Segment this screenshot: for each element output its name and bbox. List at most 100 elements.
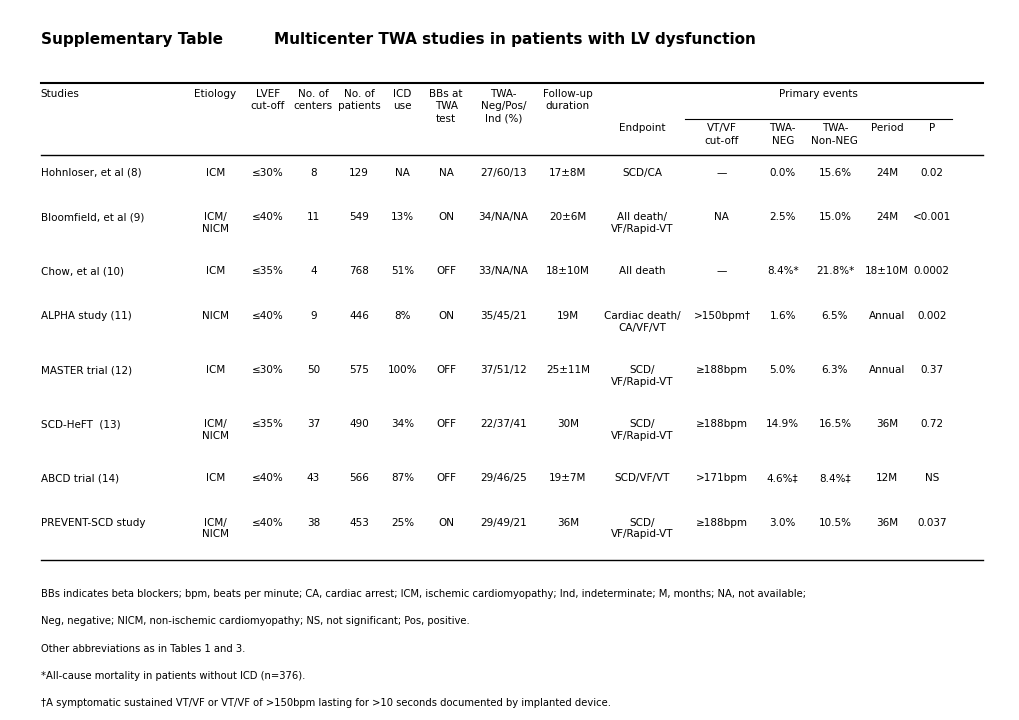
Text: 34%: 34% bbox=[390, 419, 414, 429]
Text: 566: 566 bbox=[348, 473, 369, 483]
Text: 19M: 19M bbox=[556, 311, 578, 321]
Text: 15.0%: 15.0% bbox=[817, 212, 851, 222]
Text: Bloomfield, et al (9): Bloomfield, et al (9) bbox=[41, 212, 144, 222]
Text: ICM/: ICM/ bbox=[204, 419, 226, 429]
Text: VF/Rapid-VT: VF/Rapid-VT bbox=[610, 377, 673, 387]
Text: TWA-: TWA- bbox=[821, 123, 848, 133]
Text: 0.37: 0.37 bbox=[919, 365, 943, 375]
Text: ALPHA study (11): ALPHA study (11) bbox=[41, 311, 131, 321]
Text: VF/Rapid-VT: VF/Rapid-VT bbox=[610, 224, 673, 234]
Text: 0.037: 0.037 bbox=[916, 518, 946, 528]
Text: 19±7M: 19±7M bbox=[548, 473, 586, 483]
Text: 549: 549 bbox=[348, 212, 369, 222]
Text: 36M: 36M bbox=[556, 518, 578, 528]
Text: 50: 50 bbox=[307, 365, 320, 375]
Text: 129: 129 bbox=[348, 168, 369, 178]
Text: 2.5%: 2.5% bbox=[768, 212, 795, 222]
Text: 0.0002: 0.0002 bbox=[913, 266, 949, 276]
Text: 25±11M: 25±11M bbox=[545, 365, 589, 375]
Text: patients: patients bbox=[337, 101, 380, 111]
Text: 29/49/21: 29/49/21 bbox=[480, 518, 526, 528]
Text: 30M: 30M bbox=[556, 419, 578, 429]
Text: ICM/: ICM/ bbox=[204, 212, 226, 222]
Text: 20±6M: 20±6M bbox=[548, 212, 586, 222]
Text: 8%: 8% bbox=[394, 311, 411, 321]
Text: Other abbreviations as in Tables 1 and 3.: Other abbreviations as in Tables 1 and 3… bbox=[41, 644, 245, 654]
Text: 575: 575 bbox=[348, 365, 369, 375]
Text: Studies: Studies bbox=[41, 89, 79, 99]
Text: PREVENT-SCD study: PREVENT-SCD study bbox=[41, 518, 145, 528]
Text: 0.72: 0.72 bbox=[919, 419, 943, 429]
Text: 8.4%‡: 8.4%‡ bbox=[818, 473, 850, 483]
Text: 8.4%*: 8.4%* bbox=[766, 266, 798, 276]
Text: 8: 8 bbox=[310, 168, 316, 178]
Text: —: — bbox=[716, 168, 727, 178]
Text: use: use bbox=[393, 101, 412, 111]
Text: ICM: ICM bbox=[206, 473, 225, 483]
Text: NEG: NEG bbox=[770, 136, 793, 146]
Text: 768: 768 bbox=[348, 266, 369, 276]
Text: ≤35%: ≤35% bbox=[252, 266, 283, 276]
Text: NS: NS bbox=[923, 473, 938, 483]
Text: OFF: OFF bbox=[436, 365, 455, 375]
Text: OFF: OFF bbox=[436, 473, 455, 483]
Text: 24M: 24M bbox=[875, 212, 898, 222]
Text: No. of: No. of bbox=[343, 89, 374, 99]
Text: NA: NA bbox=[438, 168, 453, 178]
Text: <0.001: <0.001 bbox=[912, 212, 950, 222]
Text: NICM: NICM bbox=[202, 431, 228, 441]
Text: 4: 4 bbox=[310, 266, 316, 276]
Text: SCD/: SCD/ bbox=[629, 518, 654, 528]
Text: ICM/: ICM/ bbox=[204, 518, 226, 528]
Text: SCD/: SCD/ bbox=[629, 365, 654, 375]
Text: 11: 11 bbox=[307, 212, 320, 222]
Text: Primary events: Primary events bbox=[779, 89, 857, 99]
Text: All death/: All death/ bbox=[616, 212, 666, 222]
Text: MASTER trial (12): MASTER trial (12) bbox=[41, 365, 131, 375]
Text: 5.0%: 5.0% bbox=[768, 365, 795, 375]
Text: 4.6%‡: 4.6%‡ bbox=[766, 473, 798, 483]
Text: 87%: 87% bbox=[390, 473, 414, 483]
Text: centers: centers bbox=[293, 101, 332, 111]
Text: *All-cause mortality in patients without ICD (n=376).: *All-cause mortality in patients without… bbox=[41, 671, 305, 681]
Text: Ind (%): Ind (%) bbox=[484, 114, 522, 124]
Text: 10.5%: 10.5% bbox=[817, 518, 851, 528]
Text: Neg, negative; NICM, non-ischemic cardiomyopathy; NS, not significant; Pos, posi: Neg, negative; NICM, non-ischemic cardio… bbox=[41, 616, 469, 626]
Text: SCD/CA: SCD/CA bbox=[622, 168, 661, 178]
Text: 37/51/12: 37/51/12 bbox=[480, 365, 526, 375]
Text: 36M: 36M bbox=[875, 419, 898, 429]
Text: 490: 490 bbox=[348, 419, 369, 429]
Text: cut-off: cut-off bbox=[704, 136, 739, 146]
Text: ON: ON bbox=[438, 212, 453, 222]
Text: 14.9%: 14.9% bbox=[765, 419, 799, 429]
Text: ≤40%: ≤40% bbox=[252, 212, 283, 222]
Text: ≤30%: ≤30% bbox=[252, 168, 283, 178]
Text: LVEF: LVEF bbox=[256, 89, 279, 99]
Text: Cardiac death/: Cardiac death/ bbox=[603, 311, 680, 321]
Text: VT/VF: VT/VF bbox=[706, 123, 736, 133]
Text: NA: NA bbox=[394, 168, 410, 178]
Text: NICM: NICM bbox=[202, 224, 228, 234]
Text: 100%: 100% bbox=[387, 365, 417, 375]
Text: ≥188bpm: ≥188bpm bbox=[695, 365, 747, 375]
Text: 446: 446 bbox=[348, 311, 369, 321]
Text: test: test bbox=[435, 114, 455, 124]
Text: TWA: TWA bbox=[434, 101, 458, 111]
Text: TWA-: TWA- bbox=[490, 89, 517, 99]
Text: ≥188bpm: ≥188bpm bbox=[695, 518, 747, 528]
Text: 9: 9 bbox=[310, 311, 316, 321]
Text: 34/NA/NA: 34/NA/NA bbox=[478, 212, 528, 222]
Text: 3.0%: 3.0% bbox=[768, 518, 795, 528]
Text: 25%: 25% bbox=[390, 518, 414, 528]
Text: 6.5%: 6.5% bbox=[821, 311, 848, 321]
Text: 36M: 36M bbox=[875, 518, 898, 528]
Text: SCD/VF/VT: SCD/VF/VT bbox=[614, 473, 669, 483]
Text: duration: duration bbox=[545, 101, 589, 111]
Text: 15.6%: 15.6% bbox=[817, 168, 851, 178]
Text: OFF: OFF bbox=[436, 419, 455, 429]
Text: BBs indicates beta blockers; bpm, beats per minute; CA, cardiac arrest; ICM, isc: BBs indicates beta blockers; bpm, beats … bbox=[41, 589, 805, 599]
Text: ICM: ICM bbox=[206, 365, 225, 375]
Text: Non-NEG: Non-NEG bbox=[811, 136, 858, 146]
Text: NA: NA bbox=[713, 212, 729, 222]
Text: CA/VF/VT: CA/VF/VT bbox=[618, 323, 665, 333]
